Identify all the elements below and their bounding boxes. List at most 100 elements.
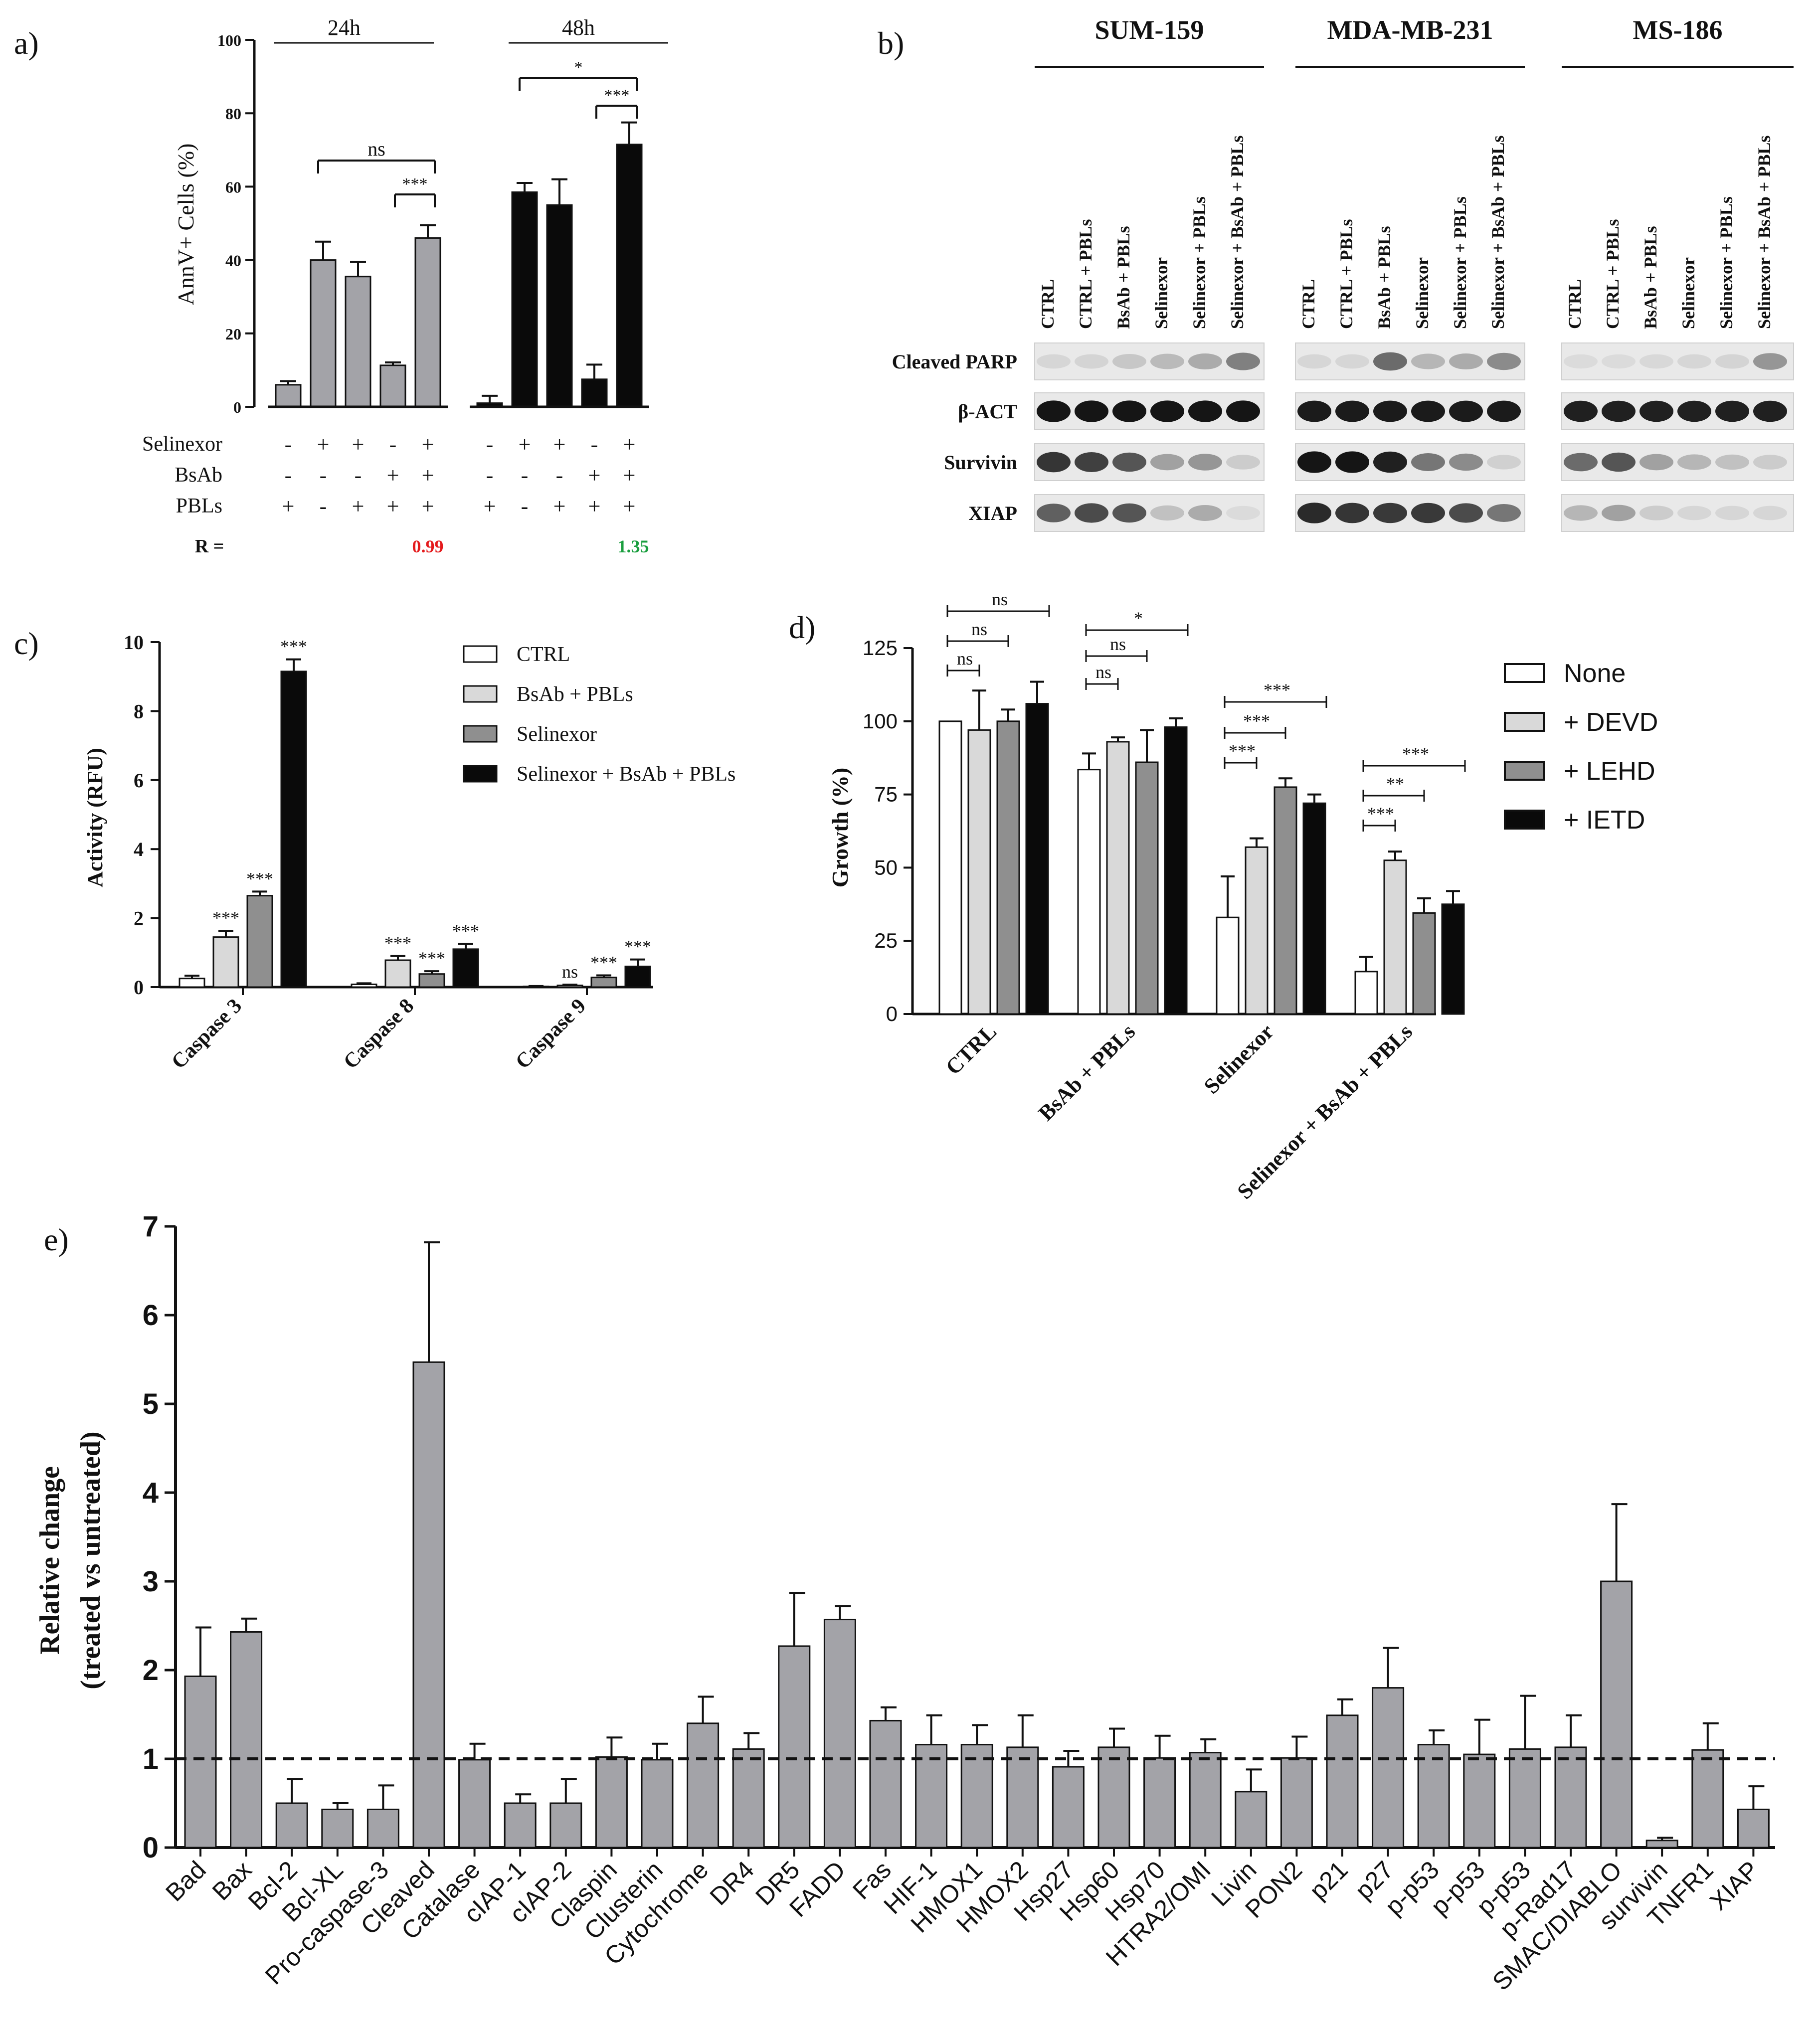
sig-label: *** [1402, 744, 1429, 764]
condition-sign: + [519, 432, 531, 457]
condition-sign: + [588, 463, 601, 488]
condition-sign: + [553, 432, 566, 457]
blot-band [1449, 400, 1483, 422]
blot-band [1112, 354, 1146, 369]
blot-band [1226, 506, 1260, 520]
blot-band [1639, 506, 1673, 520]
blot-band [1487, 504, 1521, 522]
bar-Bcl-XL-3 [321, 1808, 354, 1849]
legend-label: Selinexor + BsAb + PBLs [517, 763, 735, 786]
bar-CTRL-Caspase 3 [179, 978, 205, 988]
blot-band [1715, 354, 1749, 369]
legend-swatch [1504, 810, 1545, 830]
panel-b-western-blot: SUM-159 CTRL CTRL + PBLs BsAb + PBLs Selinex… [892, 15, 1794, 532]
bar-+ LEHD-Selinexor + BsAb + PBLs [1412, 912, 1436, 1015]
condition-sign: - [285, 432, 292, 457]
bar-HMOX2-18 [1006, 1746, 1039, 1849]
blot-band [1037, 504, 1071, 522]
x-tick-label: p21 [1304, 1856, 1353, 1905]
blot-band [1112, 400, 1146, 422]
sig-label: *** [384, 933, 411, 953]
blot-band [1150, 400, 1184, 422]
bar-+ DEVD-BsAb + PBLs [1106, 741, 1130, 1015]
bar-CTRL-Caspase 9 [523, 986, 549, 989]
bar-+ IETD-Selinexor [1302, 802, 1326, 1015]
blot-band [1112, 503, 1146, 523]
condition-sign: - [355, 463, 362, 488]
cell-line-title: SUM-159 [1095, 15, 1204, 45]
blot-band [1037, 354, 1071, 369]
y-tick-label: 40 [225, 252, 241, 270]
y-axis-title: Growth (%) [827, 768, 853, 888]
condition-sign: - [389, 432, 397, 457]
condition-sign: + [422, 463, 434, 488]
blot-band [1449, 453, 1483, 471]
bar-Bad-0 [184, 1675, 217, 1849]
legend-label: None [1564, 659, 1626, 688]
blot-band [1373, 352, 1407, 371]
r-value-24h: 0.99 [412, 536, 444, 556]
sig-label: *** [1229, 741, 1256, 761]
blot-band [1297, 451, 1331, 473]
lane-label: Selinexor + PBLs [1716, 196, 1736, 329]
blot-band [1075, 354, 1108, 369]
bar-Selinexor-Caspase 8 [418, 973, 445, 988]
blot-band [1411, 353, 1445, 369]
sig-label: ns [971, 619, 987, 639]
condition-sign: + [282, 494, 295, 518]
condition-sign: + [588, 494, 601, 518]
bar-48h-2 [546, 204, 573, 408]
y-tick-label: 7 [143, 1210, 159, 1243]
bar-Selinexor-Caspase 9 [590, 977, 617, 988]
sig-label: ns [1095, 662, 1111, 682]
panel-c-chart: 0 2 4 6 8 10 Activity (RFU) *** *** *** Caspase 3 *… [83, 631, 735, 1073]
bar-+ IETD-Selinexor + BsAb + PBLs [1441, 903, 1465, 1015]
blot-strip [1034, 443, 1265, 481]
y-tick-label: 60 [225, 178, 241, 196]
panel-label-e: e) [44, 1222, 69, 1257]
blot-band [1449, 503, 1483, 523]
blot-band [1226, 352, 1260, 370]
x-tick-label: CTRL [941, 1019, 1001, 1079]
blot-strip [1034, 392, 1265, 430]
condition-sign: + [387, 463, 399, 488]
blot-band [1411, 400, 1445, 422]
y-tick-label: 25 [874, 929, 898, 952]
bar-Cytochrome-11 [687, 1722, 720, 1849]
lane-label: BsAb + PBLs [1113, 226, 1133, 329]
sig-label: *** [452, 921, 479, 941]
lane-label: Selinexor [1678, 257, 1698, 329]
lane-label: BsAb + PBLs [1640, 226, 1660, 329]
lane-label: Selinexor + BsAb + PBLs [1754, 136, 1774, 329]
y-axis-title: Activity (RFU) [83, 748, 107, 887]
lane-label: CTRL + PBLs [1336, 219, 1356, 329]
sig-label: ns [367, 138, 385, 160]
y-tick-label: 1 [143, 1743, 159, 1775]
bar-Clusterin-10 [641, 1759, 674, 1849]
legend-label: + LEHD [1564, 757, 1655, 786]
condition-sign: + [623, 494, 636, 518]
panel-e-chart: 0 1 2 3 4 5 6 7 Relative change (treated vs untre… [34, 1210, 1775, 1996]
bar-24h-1 [310, 259, 337, 408]
y-tick-label: 80 [225, 105, 241, 123]
x-tick-label: Caspase 3 [167, 995, 246, 1074]
blot-band [1487, 455, 1521, 470]
blot-strip [1034, 342, 1265, 380]
y-tick-label: 0 [143, 1832, 159, 1864]
blot-band [1226, 400, 1260, 422]
lane-label: Selinexor + BsAb + PBLs [1488, 136, 1508, 329]
bar-HIF-1-16 [915, 1744, 948, 1849]
bar-HTRA2/OMI-22 [1189, 1752, 1222, 1849]
bar-Hsp60-20 [1097, 1746, 1130, 1849]
condition-sign: - [320, 494, 327, 518]
legend-label: + DEVD [1564, 708, 1658, 737]
blot-band [1487, 352, 1521, 370]
lane-label: Selinexor + PBLs [1450, 196, 1470, 329]
lane-label: CTRL [1038, 279, 1058, 329]
blot-band [1188, 505, 1222, 521]
x-tick-label: XIAP [1704, 1856, 1764, 1915]
condition-sign: - [486, 463, 494, 488]
bar-HMOX1-17 [960, 1744, 993, 1849]
bar-Cleaved-5 [412, 1361, 445, 1849]
